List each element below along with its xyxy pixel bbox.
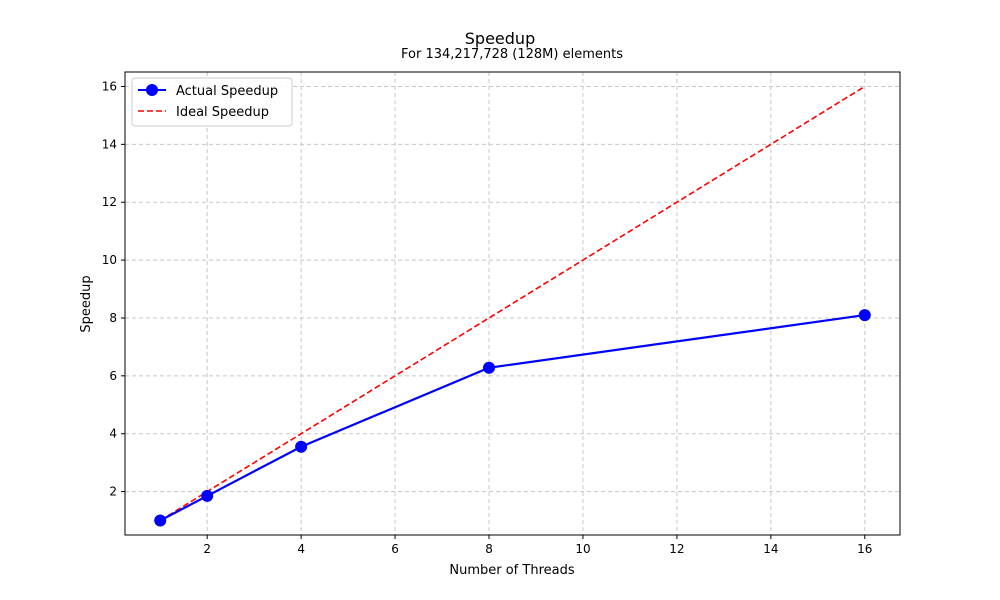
axis-ticks: 2 4 6 8 10 12 14 16 2 4 6 8 10 12 14 16 (102, 79, 873, 556)
x-tick-label: 4 (297, 542, 305, 556)
y-axis-label: Speedup (79, 275, 94, 332)
actual-speedup-point (858, 309, 871, 322)
actual-speedup-point (295, 440, 308, 453)
grid (125, 72, 900, 535)
y-tick-label: 4 (109, 427, 117, 441)
actual-speedup-point (154, 514, 167, 527)
chart-title: Speedup (465, 29, 535, 48)
legend-box (131, 77, 293, 127)
x-tick-label: 8 (485, 542, 493, 556)
actual-speedup-point (201, 489, 214, 502)
y-tick-label: 16 (102, 79, 117, 93)
legend-ideal-label: Ideal Speedup (176, 105, 269, 120)
y-tick-label: 10 (102, 253, 117, 267)
x-tick-label: 2 (203, 542, 211, 556)
x-tick-label: 14 (763, 542, 778, 556)
x-tick-label: 16 (857, 542, 872, 556)
x-tick-label: 12 (669, 542, 684, 556)
x-tick-label: 10 (575, 542, 590, 556)
legend-actual-marker (146, 84, 158, 96)
y-tick-label: 8 (109, 311, 117, 325)
legend-actual-label: Actual Speedup (176, 84, 278, 99)
ideal-speedup-line (159, 85, 866, 522)
x-tick-label: 6 (391, 542, 399, 556)
chart-subtitle: For 134,217,728 (128M) elements (401, 47, 623, 62)
plot-frame (124, 71, 901, 536)
plot-series (154, 85, 871, 527)
y-tick-label: 2 (109, 485, 117, 499)
y-tick-label: 6 (109, 369, 117, 383)
legend: Actual Speedup Ideal Speedup (131, 77, 293, 127)
y-tick-label: 12 (102, 195, 117, 209)
actual-speedup-point (483, 361, 496, 374)
y-tick-label: 14 (102, 137, 117, 151)
x-axis-label: Number of Threads (449, 563, 574, 578)
